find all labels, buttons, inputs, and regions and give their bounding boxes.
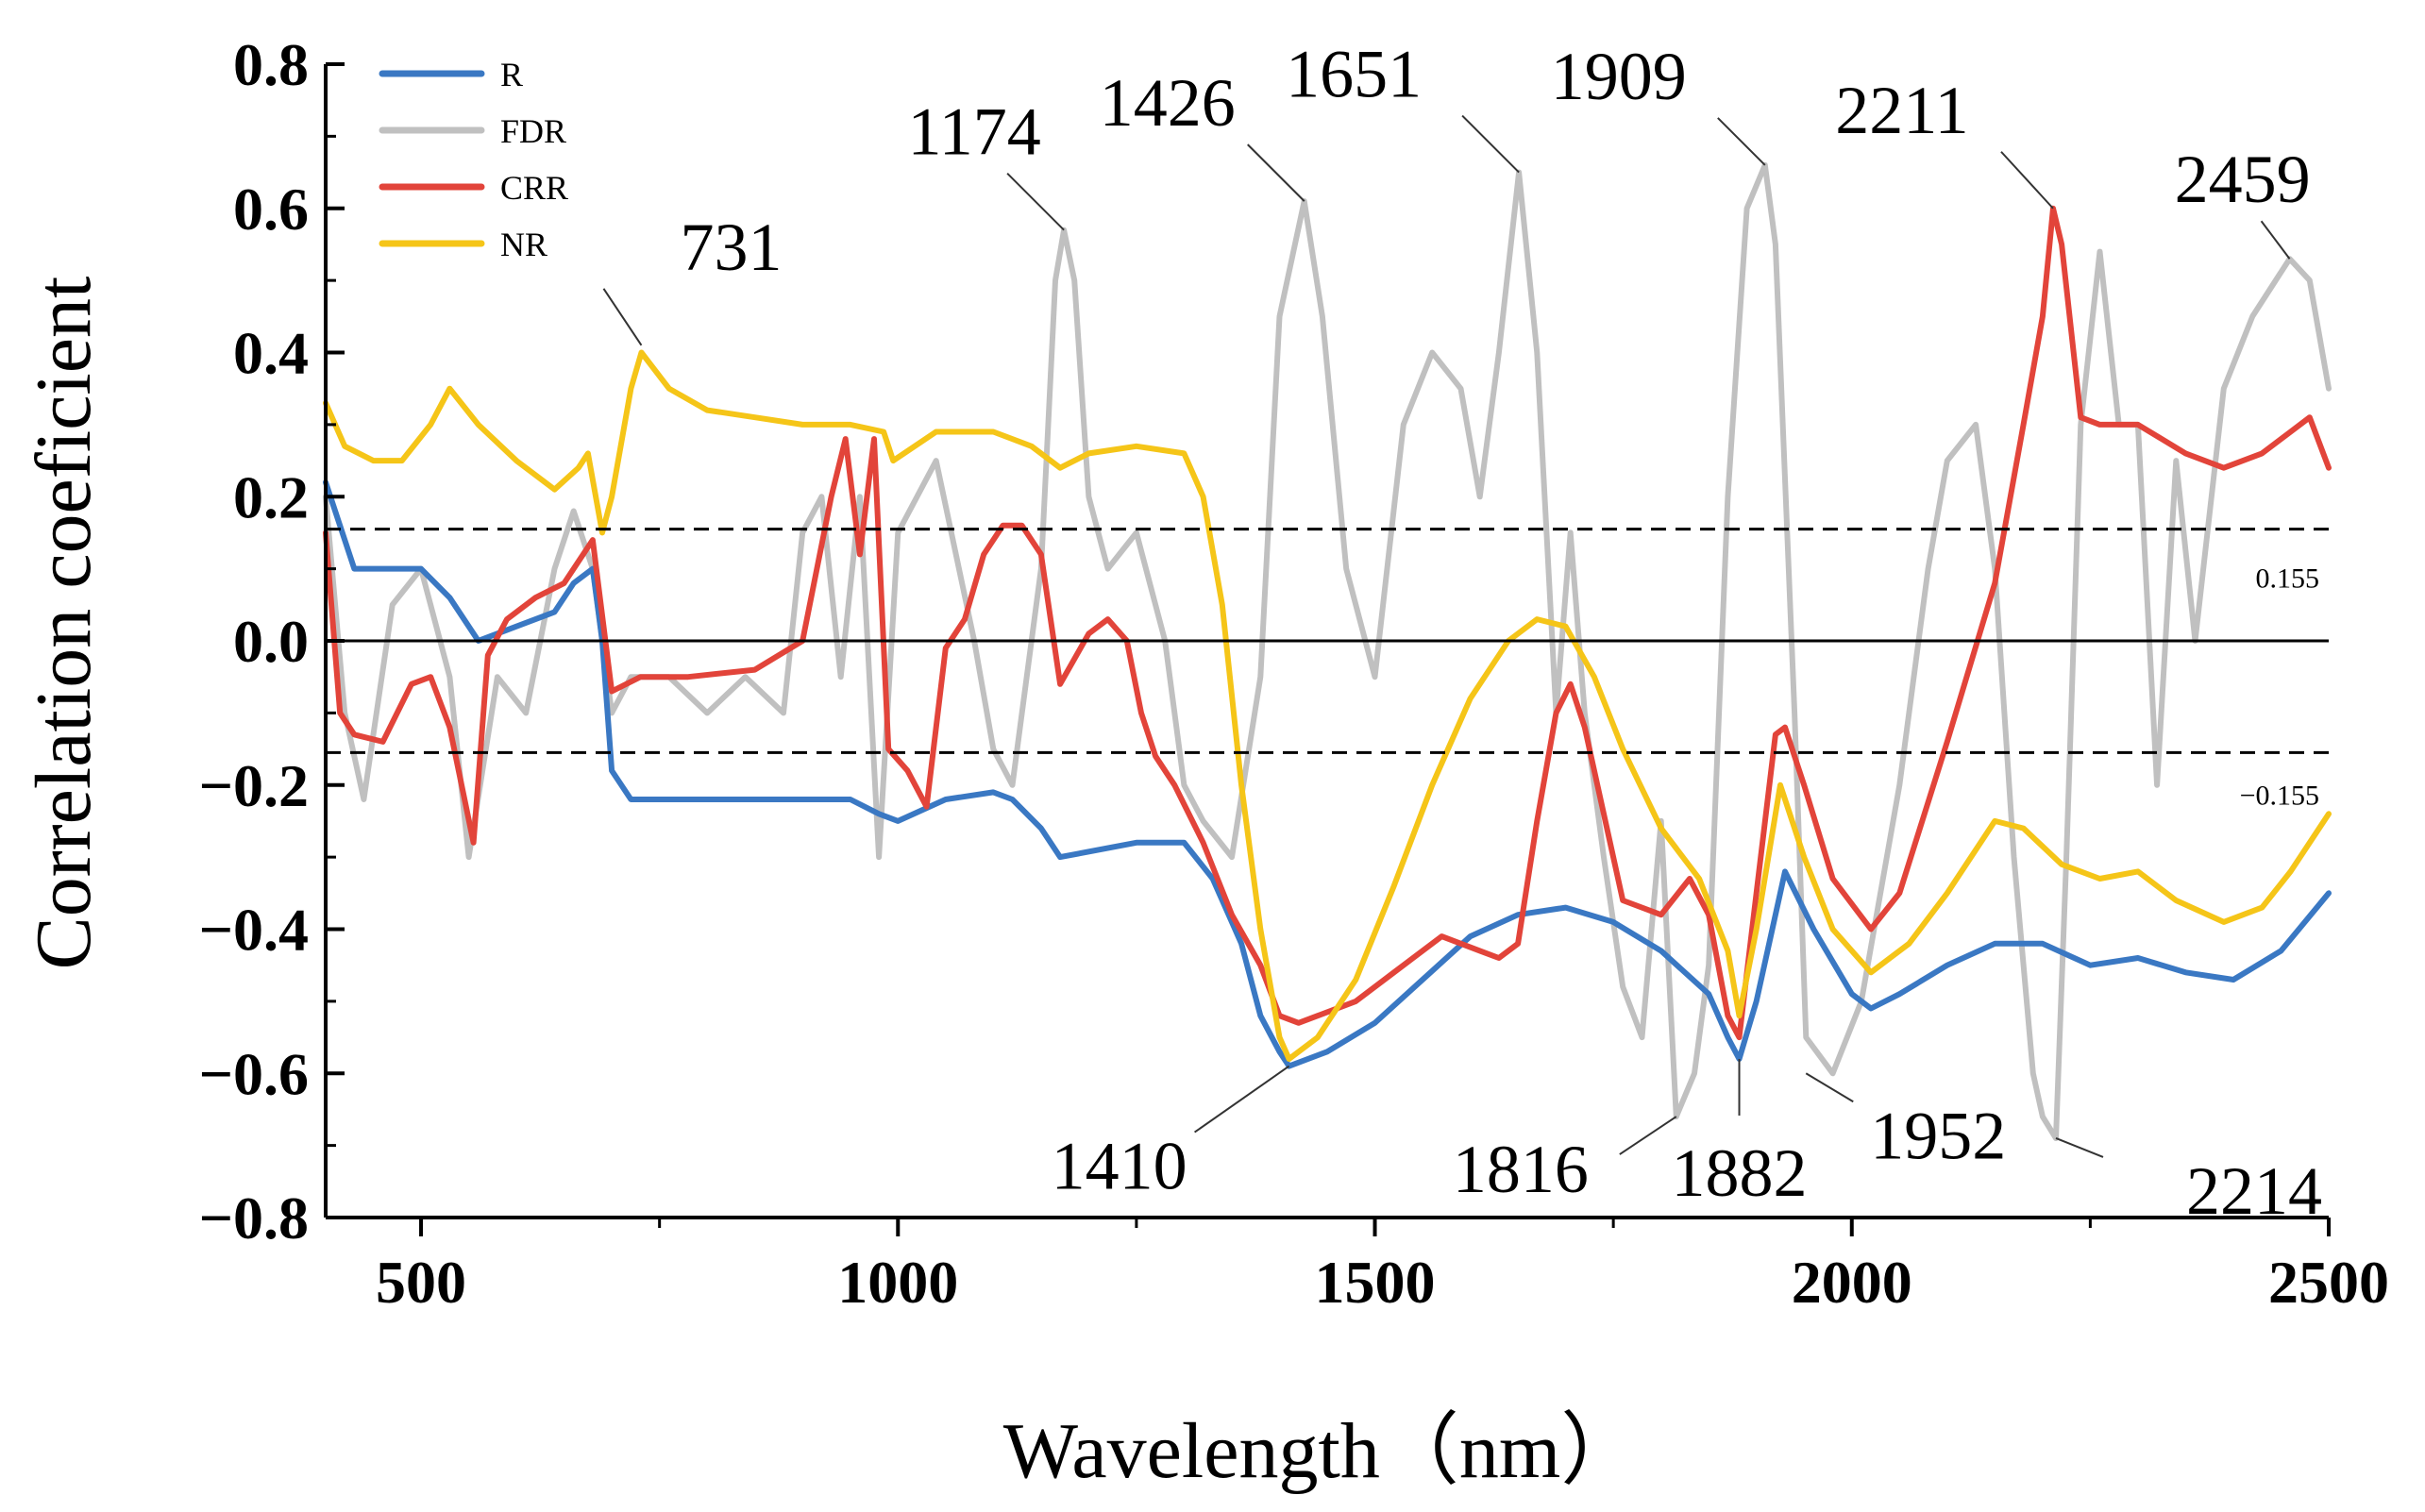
y-tick-label: 0.8 (233, 31, 309, 98)
y-tick-label: −0.4 (199, 897, 309, 964)
x-axis-title: Wavelength（nm） (1003, 1407, 1640, 1495)
threshold-label-1: 0.155 (2256, 563, 2320, 595)
annotation-label-1952: 1952 (1870, 1098, 2006, 1173)
annotation-label-2459: 2459 (2175, 142, 2311, 217)
reference-lines: 0.155 −0.155 (326, 528, 2329, 811)
annotation-label-1174: 1174 (907, 94, 1040, 170)
x-tick-label: 1500 (1315, 1249, 1436, 1316)
series-line-r (323, 479, 2332, 1069)
annotation-leader-2459 (2260, 220, 2291, 260)
annotation-leader-1410 (1194, 1065, 1290, 1134)
annotation-label-731: 731 (680, 210, 782, 285)
series-layer (323, 161, 2332, 1141)
y-axis-title: Correlation coeficient (20, 277, 108, 970)
legend-label-fdr: FDR (500, 112, 566, 150)
x-tick-label: 2000 (1792, 1249, 1912, 1316)
annotation-label-1426: 1426 (1100, 65, 1236, 141)
annotation-leader-2214 (2055, 1137, 2104, 1158)
series-line-nr (323, 349, 2332, 1062)
annotation-leader-1952 (1805, 1072, 1854, 1103)
annotation-label-1882: 1882 (1672, 1135, 1808, 1211)
y-tick-label: 0.2 (233, 463, 309, 530)
legend-label-nr: NR (500, 226, 547, 263)
peak-annotations: 731 1174 1426 1651 1909 2211 2459 1410 1816 1882 1… (602, 37, 2322, 1229)
legend: R FDR CRR NR (379, 56, 568, 263)
legend-label-crr: CRR (500, 169, 568, 207)
annotation-label-1410: 1410 (1052, 1129, 1187, 1204)
y-tick-label: 0.6 (233, 176, 309, 243)
threshold-label-2: −0.155 (2240, 780, 2319, 811)
x-tick-label: 1000 (837, 1249, 958, 1316)
annotation-leader-1816 (1619, 1116, 1677, 1155)
y-tick-label: −0.6 (199, 1040, 309, 1107)
series-line-crr (323, 205, 2332, 1041)
legend-label-r: R (500, 56, 523, 93)
annotation-leader-1651 (1461, 114, 1520, 174)
annotation-label-1816: 1816 (1453, 1132, 1589, 1207)
y-tick-label: −0.8 (199, 1184, 309, 1252)
annotation-leader-1174 (1006, 172, 1065, 231)
x-tick-label: 500 (376, 1249, 466, 1316)
annotation-label-2211: 2211 (1835, 73, 1968, 148)
annotation-leader-1426 (1247, 143, 1305, 202)
annotation-leader-731 (602, 288, 643, 346)
series-line-fdr (323, 161, 2332, 1141)
annotation-leader-2211 (2000, 151, 2054, 210)
y-tick-label: 0.0 (233, 608, 309, 675)
x-tick-label: 2500 (2268, 1249, 2389, 1316)
annotation-label-1909: 1909 (1551, 39, 1687, 114)
annotation-leader-1909 (1717, 117, 1766, 166)
axis-ticks: −0.8 −0.6 −0.4 −0.2 0.0 0.2 0.4 0.6 0.8 500 1000 15… (199, 31, 2389, 1316)
y-tick-label: −0.2 (199, 752, 309, 819)
annotation-label-2214: 2214 (2186, 1153, 2322, 1229)
annotation-label-1651: 1651 (1286, 37, 1422, 112)
y-tick-label: 0.4 (233, 320, 309, 387)
